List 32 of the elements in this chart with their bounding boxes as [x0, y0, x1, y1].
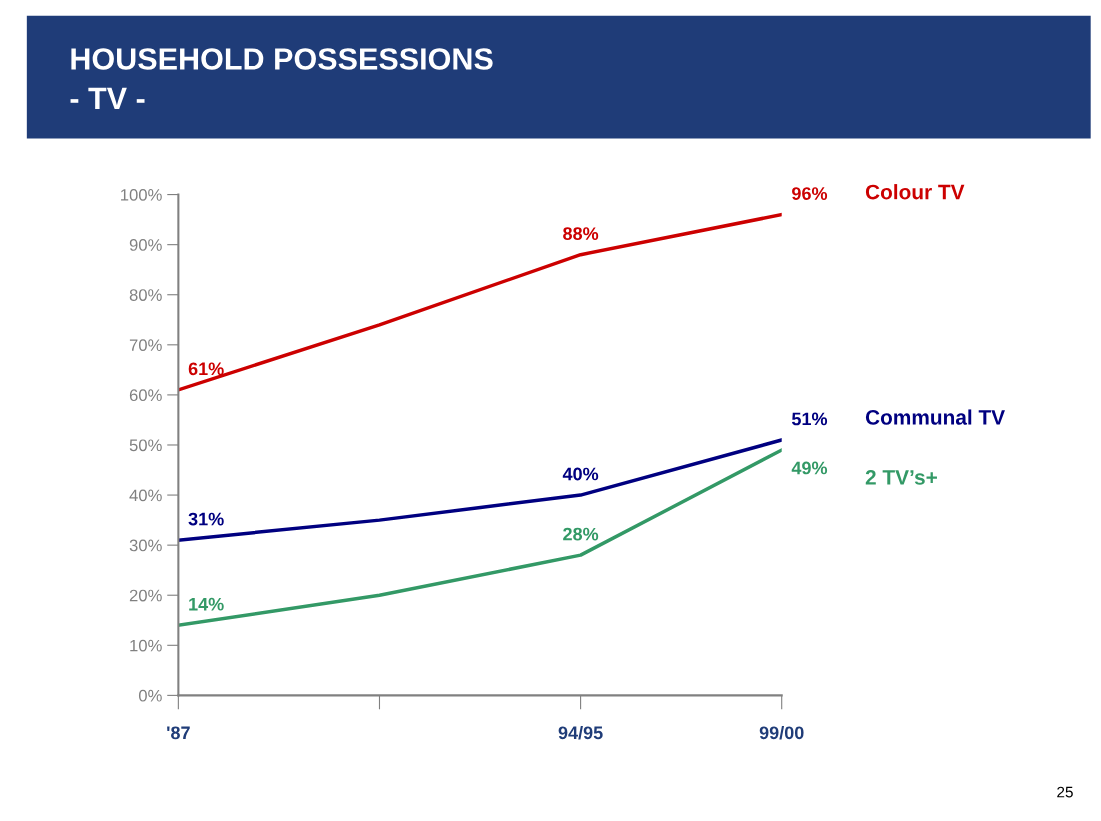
- data-label: 28%: [563, 527, 599, 541]
- line-series: [178, 212, 782, 392]
- y-tick-label: 60%: [129, 389, 162, 402]
- y-tick-label: 20%: [129, 589, 162, 602]
- x-tick-label: 99/00: [759, 725, 804, 740]
- chart-subtitle: - TV -: [70, 87, 145, 109]
- y-tick-label: 70%: [129, 339, 162, 352]
- line-series: [178, 448, 782, 628]
- x-tick-label: '87: [167, 726, 190, 740]
- y-tick-label: 10%: [130, 639, 162, 652]
- data-label: 96%: [792, 187, 828, 200]
- data-label: 49%: [791, 461, 828, 475]
- data-label: 88%: [563, 227, 599, 240]
- x-tick-label: 94/95: [558, 725, 603, 740]
- y-tick-label: 0%: [138, 689, 162, 702]
- y-tick-label: 50%: [129, 439, 162, 452]
- chart-title: HOUSEHOLD POSSESSIONS: [71, 48, 493, 70]
- text: Communal TV: [865, 409, 1005, 425]
- text: Colour TV: [865, 184, 965, 200]
- y-tick-label: 100%: [121, 188, 162, 201]
- data-label: 40%: [562, 467, 599, 481]
- data-label: 31%: [188, 512, 224, 526]
- line-series: [178, 438, 782, 542]
- data-label: 61%: [188, 362, 224, 376]
- data-label: 14%: [189, 597, 224, 611]
- y-tick-label: 30%: [129, 539, 162, 552]
- y-tick-label: 40%: [129, 489, 162, 502]
- text: 25: [1057, 786, 1073, 798]
- y-tick-label: 90%: [129, 239, 162, 251]
- y-tick-label: 80%: [129, 289, 162, 301]
- data-label: 51%: [791, 412, 828, 426]
- text: 2 TV’s+: [865, 469, 937, 485]
